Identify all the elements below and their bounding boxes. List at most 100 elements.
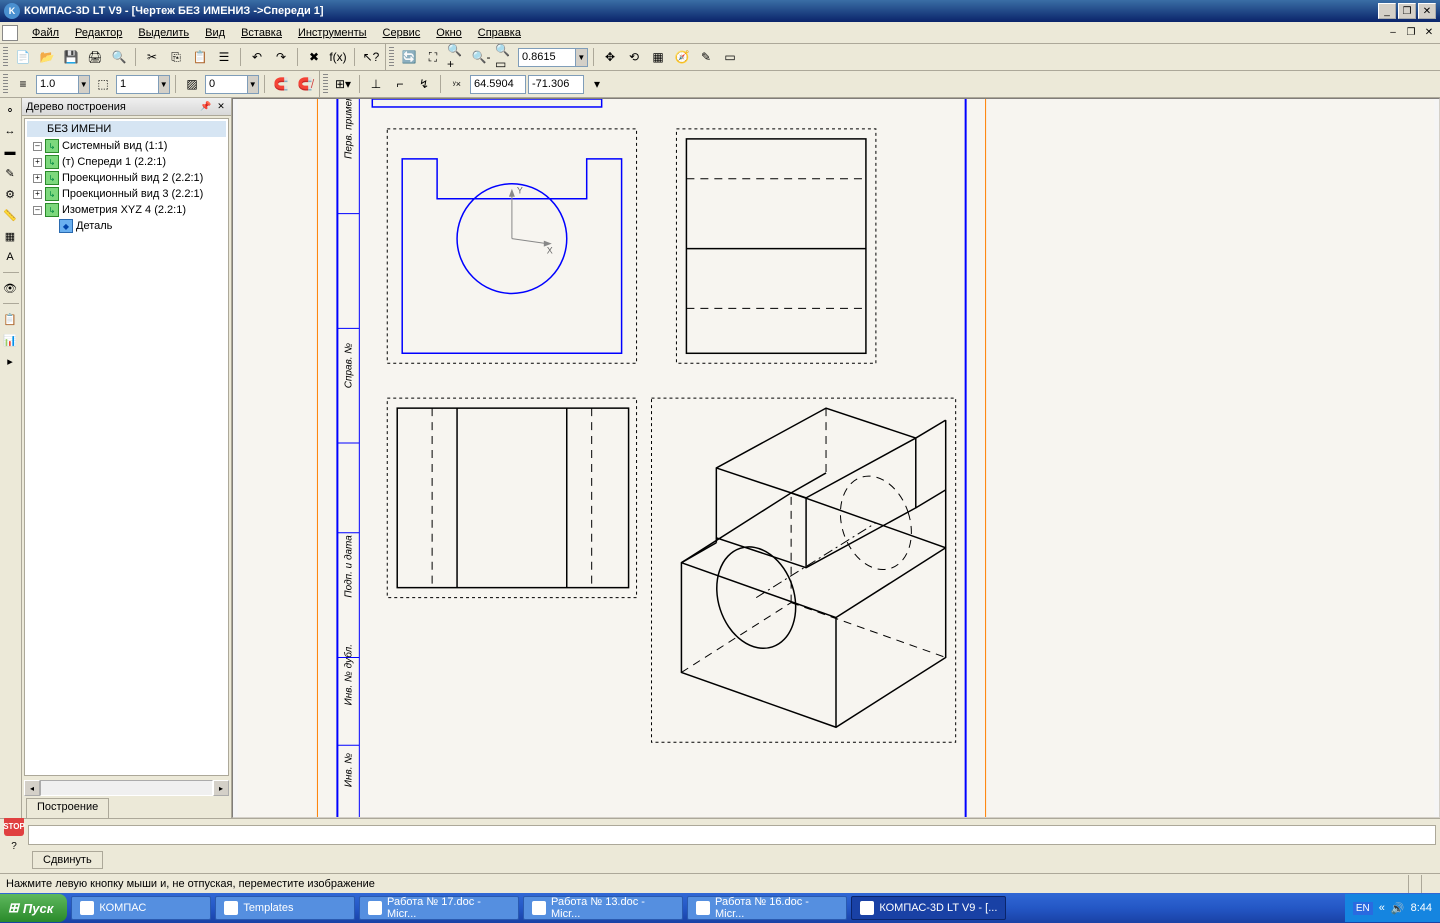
language-indicator[interactable]: EN [1353,902,1373,915]
report-icon[interactable]: 📊 [0,330,20,350]
menu-service[interactable]: Сервис [375,25,429,41]
expand-icon[interactable]: + [33,174,42,183]
cut-icon[interactable]: ✂ [141,46,163,68]
zoom-refresh-icon[interactable]: 🔄 [398,46,420,68]
save-icon[interactable]: 💾 [60,46,82,68]
geometry-icon[interactable]: ⚬ [0,100,20,120]
coord-y-input[interactable] [528,75,584,94]
expand-icon[interactable]: + [33,158,42,167]
coord-lock-icon[interactable]: ▾ [586,73,608,95]
snap-on-icon[interactable]: 🧲 [270,73,292,95]
layer-icon[interactable]: ⬚ [92,73,114,95]
tray-icon[interactable]: 🔊 [1391,902,1405,915]
menu-editor[interactable]: Редактор [67,25,130,41]
dropdown-arrow-icon[interactable]: ▼ [247,76,259,93]
redo-icon[interactable]: ↷ [270,46,292,68]
minimize-button[interactable]: _ [1378,3,1396,19]
tree-root-node[interactable]: БЕЗ ИМЕНИ [27,121,226,137]
clock[interactable]: 8:44 [1411,902,1432,914]
tree-item[interactable]: + ↳ Проекционный вид 2 (2.2:1) [27,170,226,186]
preview-icon[interactable]: 🔍 [108,46,130,68]
toolbar-grip[interactable] [389,47,394,67]
dropdown-arrow-icon[interactable]: ▼ [575,49,587,66]
help-icon[interactable]: ? [4,838,24,854]
dimension-icon[interactable]: ↔ [0,121,20,141]
zoom-fit-icon[interactable]: ⛶ [422,46,444,68]
tree-item-child[interactable]: ◆ Деталь [27,218,226,234]
tree-item[interactable]: – ↳ Изометрия XYZ 4 (2.2:1) [27,202,226,218]
close-panel-icon[interactable]: ✕ [215,101,227,113]
line-width-combo[interactable]: ▼ [36,75,90,94]
menu-window[interactable]: Окно [428,25,470,41]
navigator-icon[interactable]: 🧭 [671,46,693,68]
zoom-in-icon[interactable]: 🔍+ [446,46,468,68]
menu-view[interactable]: Вид [197,25,233,41]
zoom-fit-all-icon[interactable]: ▦ [647,46,669,68]
context-help-icon[interactable]: ↖? [360,46,382,68]
measure-icon[interactable]: 📏 [0,205,20,225]
round-icon[interactable]: ⌐ [389,73,411,95]
tree-body[interactable]: БЕЗ ИМЕНИ – ↳ Системный вид (1:1) + ↳ (т… [24,118,229,776]
expand-icon[interactable]: – [33,142,42,151]
step-input[interactable] [206,76,247,93]
zoom-value-input[interactable] [519,49,575,66]
expand-icon[interactable]: + [33,190,42,199]
snap-off-icon[interactable]: 🧲̸ [294,73,316,95]
pin-icon[interactable]: 📌 [200,101,212,113]
print-icon[interactable]: 🖨 [84,46,106,68]
undo-icon[interactable]: ↶ [246,46,268,68]
fx-icon[interactable]: f(x) [327,46,349,68]
zoom-value-combo[interactable]: ▼ [518,48,588,67]
hatch-icon[interactable]: ▨ [181,73,203,95]
menu-insert[interactable]: Вставка [233,25,290,41]
scroll-left-icon[interactable]: ◂ [24,780,40,796]
mdi-close-button[interactable]: ✕ [1421,26,1437,40]
mdi-minimize-button[interactable]: – [1385,26,1401,40]
show-all-icon[interactable]: ▭ [719,46,741,68]
grid-icon[interactable]: ⊞▾ [332,73,354,95]
close-button[interactable]: ✕ [1418,3,1436,19]
tree-hscroll[interactable]: ◂ ▸ [24,780,229,796]
view-icon[interactable]: 👁 [0,278,20,298]
tree-item[interactable]: + ↳ (т) Спереди 1 (2.2:1) [27,154,226,170]
delete-icon[interactable]: ✖ [303,46,325,68]
command-input[interactable] [28,825,1436,845]
dropdown-arrow-icon[interactable]: ▼ [158,76,170,93]
toolbar-grip[interactable] [323,74,328,94]
toolbar-grip[interactable] [3,74,8,94]
zoom-region-icon[interactable]: 🔍▭ [494,46,516,68]
tree-tab-build[interactable]: Построение [26,798,109,818]
command-tab[interactable]: Сдвинуть [32,851,103,869]
menu-file[interactable]: Файл [24,25,67,41]
props-icon[interactable]: ☰ [213,46,235,68]
stop-button[interactable]: STOP [4,816,24,836]
spec-icon[interactable]: 📋 [0,309,20,329]
tree-item[interactable]: – ↳ Системный вид (1:1) [27,138,226,154]
tray-icon[interactable]: « [1379,902,1385,914]
layer-input[interactable] [117,76,158,93]
system-tray[interactable]: EN « 🔊 8:44 [1345,894,1440,922]
select-icon[interactable]: ▦ [0,226,20,246]
param-icon[interactable]: ⚙ [0,184,20,204]
edit-icon[interactable]: ✎ [0,163,20,183]
pan-icon[interactable]: ✥ [599,46,621,68]
open-icon[interactable]: 📂 [36,46,58,68]
zoom-out-icon[interactable]: 🔍- [470,46,492,68]
drawing-canvas[interactable]: Перв. примен. Справ. № Подп. и дата Инв.… [232,98,1440,818]
expand-icon[interactable]: – [33,206,42,215]
line-style-icon[interactable]: ≡ [12,73,34,95]
restore-button[interactable]: ❐ [1398,3,1416,19]
coord-x-input[interactable] [470,75,526,94]
toolbar-grip[interactable] [3,47,8,67]
start-button[interactable]: ⊞ Пуск [0,894,67,922]
zoom-prev-icon[interactable]: ⟲ [623,46,645,68]
menu-help[interactable]: Справка [470,25,529,41]
new-icon[interactable]: 📄 [12,46,34,68]
tree-item[interactable]: + ↳ Проекционный вид 3 (2.2:1) [27,186,226,202]
menu-select[interactable]: Выделить [130,25,197,41]
mdi-restore-button[interactable]: ❐ [1403,26,1419,40]
paste-icon[interactable]: 📋 [189,46,211,68]
copy-icon[interactable]: ⎘ [165,46,187,68]
rebuild-icon[interactable]: ✎ [695,46,717,68]
scroll-right-icon[interactable]: ▸ [213,780,229,796]
